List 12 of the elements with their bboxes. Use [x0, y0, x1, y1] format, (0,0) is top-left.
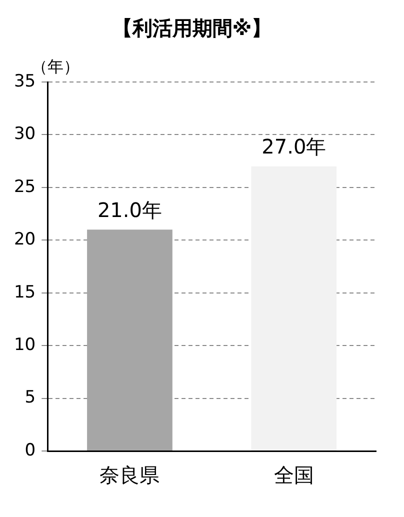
- x-tick-label: 全国: [274, 463, 314, 488]
- y-tick-label: 10: [14, 334, 36, 355]
- y-tick-label: 30: [14, 124, 36, 144]
- y-tick-label: 20: [14, 230, 36, 250]
- y-tick-label: 5: [24, 388, 36, 408]
- data-label: 27.0年: [262, 134, 326, 159]
- y-tick-label: 0: [24, 440, 36, 460]
- data-label: 21.0年: [97, 198, 162, 222]
- chart-title: 【利活用期間※】: [112, 16, 272, 40]
- y-tick-label: 25: [14, 176, 36, 197]
- y-tick-label: 15: [14, 282, 36, 302]
- x-tick-label: 奈良県: [100, 463, 160, 488]
